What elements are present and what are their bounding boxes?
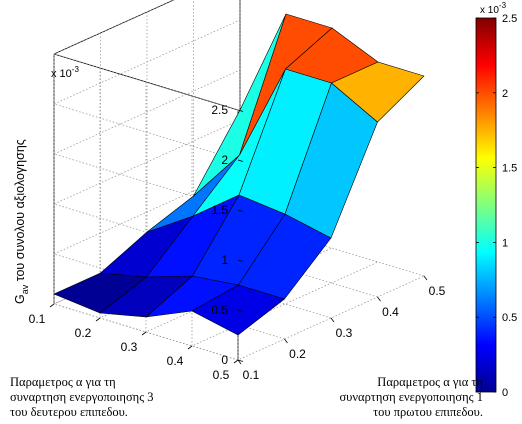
colorbar-tick-label: 0	[502, 387, 508, 399]
y-tick-label: 0.4	[167, 354, 184, 368]
z-tick-label: 1.5	[211, 203, 228, 217]
y-axis-description-line: συναρτηση ενεργοποιησης 3	[10, 390, 154, 404]
y-tick-label: 0.1	[29, 312, 46, 326]
y-tick-mark	[95, 317, 101, 322]
colorbar-tick-label: 1	[502, 237, 508, 249]
x-axis-description: Παραμετρος α για τη συναρτηση ενεργοποιη…	[283, 375, 483, 420]
x-tick-mark	[377, 296, 381, 302]
x-gridline	[239, 0, 425, 277]
z-gridline	[53, 19, 241, 161]
x-tick-label: 0.1	[243, 368, 260, 382]
z-axis-multiplier: x 10-3	[51, 65, 79, 80]
x-tick-mark	[284, 338, 288, 344]
colorbar-tick-label: 2.5	[502, 13, 517, 25]
y-tick-label: 0.5	[213, 368, 230, 382]
colorbar-gradient	[475, 17, 497, 393]
z-tick-mark	[237, 109, 244, 112]
z-gridline	[53, 0, 239, 111]
z-gridline	[53, 69, 241, 211]
z-tick-mark	[237, 209, 244, 212]
y-tick-mark	[141, 331, 147, 336]
x-gridline	[53, 54, 239, 361]
colorbar-tick-label: 0.5	[502, 312, 517, 324]
surface-cell	[331, 61, 425, 123]
y-tick-mark	[49, 303, 55, 308]
x-tick-mark	[330, 317, 335, 323]
z-tick-label: 0	[221, 353, 228, 367]
z-tick-mark	[237, 359, 244, 362]
z-axis-label: Gav του συνολου αξιολογησης	[13, 139, 30, 304]
colorbar-multiplier: x 10-3	[480, 1, 507, 16]
colorbar-tick-label: 1.5	[502, 163, 517, 175]
y-tick-mark	[233, 359, 239, 364]
x-tick-mark	[237, 359, 242, 365]
x-axis-description-line: συναρτηση ενεργοποιησης 1	[339, 390, 483, 404]
y-axis-description-line: του δευτερου επιπεδου.	[10, 405, 128, 419]
x-axis-description-line: του πρωτου επιπεδου.	[373, 405, 483, 419]
z-tick-label: 2.5	[211, 103, 228, 117]
z-tick-mark	[237, 309, 244, 312]
axis-ticks: 00.511.522.50.10.20.30.40.50.10.20.30.40…	[29, 103, 446, 382]
y-axis-description: Παραμετρος α για τη συναρτηση ενεργοποιη…	[10, 375, 154, 420]
z-tick-mark	[237, 259, 244, 262]
x-tick-label: 0.4	[382, 305, 399, 319]
x-tick-label: 0.5	[429, 284, 446, 298]
surface-plot	[53, 13, 425, 336]
y-tick-label: 0.2	[75, 326, 92, 340]
colorbar-tick-label: 2	[502, 88, 508, 100]
z-tick-label: 0.5	[211, 303, 228, 317]
z-tick-label: 2	[221, 153, 228, 167]
y-tick-label: 0.3	[121, 340, 138, 354]
y-tick-mark	[187, 345, 193, 350]
colorbar: x 10-3 0 0.5 1 1.5 2 2.5	[475, 1, 517, 399]
x-gridline	[193, 0, 378, 298]
x-tick-label: 0.3	[336, 326, 353, 340]
x-tick-mark	[423, 275, 428, 281]
z-tick-mark	[237, 159, 244, 162]
z-tick-label: 1	[221, 253, 228, 267]
x-axis-description-line: Παραμετρος α για τη	[377, 375, 483, 389]
x-tick-label: 0.2	[289, 347, 306, 361]
y-axis-description-line: Παραμετρος α για τη	[10, 375, 116, 389]
